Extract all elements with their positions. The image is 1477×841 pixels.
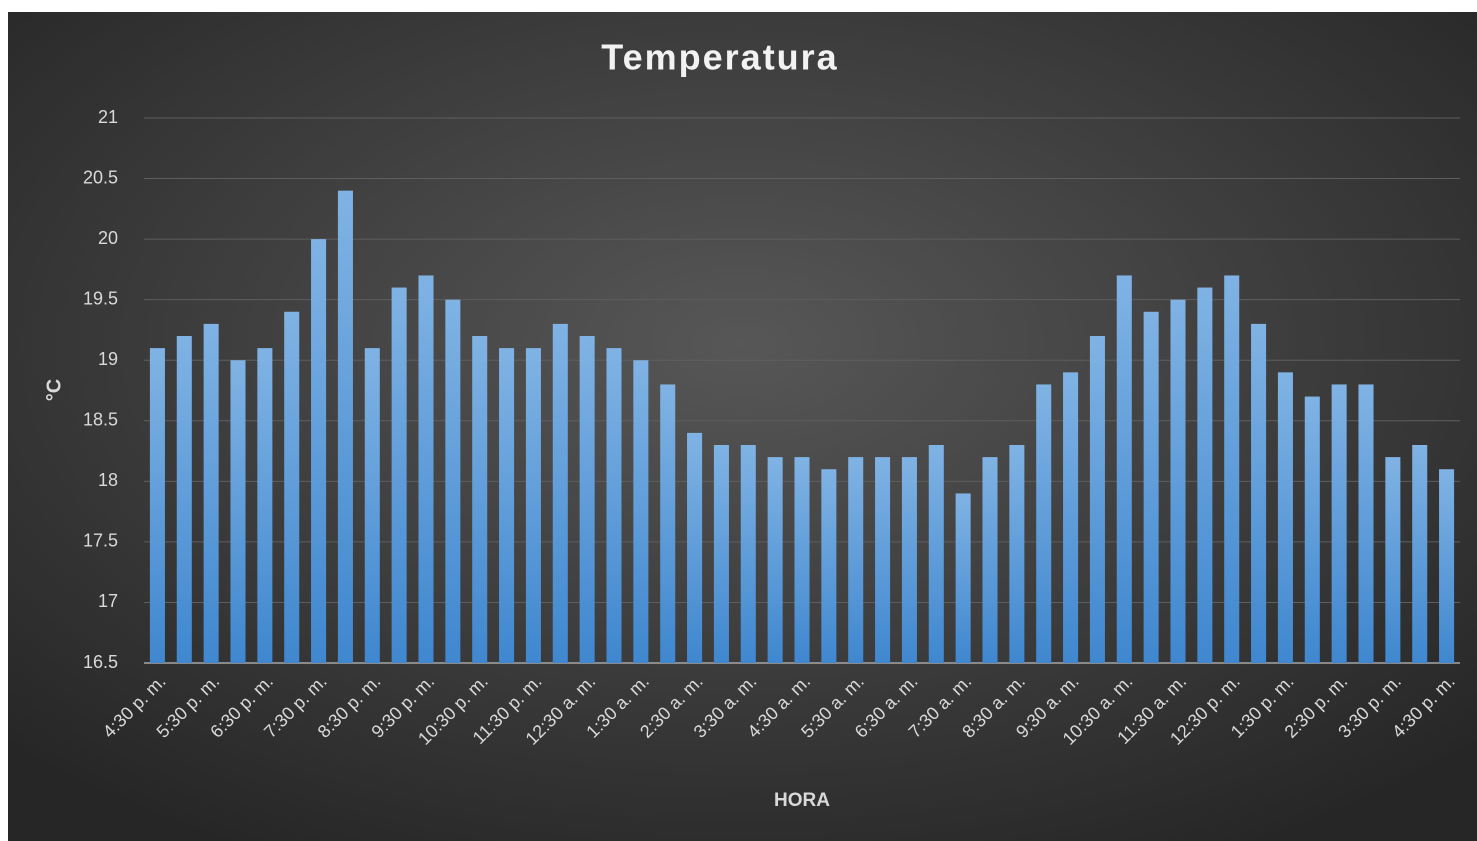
bar [794, 457, 810, 663]
bar [633, 360, 649, 663]
bar [1063, 372, 1079, 663]
bar [1224, 275, 1240, 663]
y-tick-label: 19.5 [83, 288, 118, 308]
bar [1089, 336, 1105, 663]
bar [284, 311, 300, 663]
y-tick-label: 21 [98, 107, 118, 127]
y-axis-label: °C [43, 379, 65, 401]
bar [552, 323, 568, 663]
bar [1358, 384, 1374, 663]
bar [687, 432, 703, 663]
bar [391, 287, 407, 663]
y-tick-label: 20.5 [83, 167, 118, 187]
bar [1009, 445, 1025, 663]
bar [982, 457, 998, 663]
y-tick-label: 16.5 [83, 652, 118, 672]
bar [1036, 384, 1052, 663]
bar [606, 348, 622, 663]
bar [1251, 323, 1267, 663]
bar [955, 493, 971, 663]
y-tick-label: 18.5 [83, 410, 118, 430]
bar [149, 348, 165, 663]
bar [364, 348, 380, 663]
bar [1116, 275, 1132, 663]
y-tick-label: 19 [98, 349, 118, 369]
bar [1439, 469, 1455, 663]
bar [472, 336, 488, 663]
bar [579, 336, 595, 663]
bar [1304, 396, 1320, 663]
bar [1385, 457, 1401, 663]
bar [337, 190, 353, 663]
bar [848, 457, 864, 663]
bar [1197, 287, 1213, 663]
bar [176, 336, 192, 663]
x-axis-label: HORA [774, 790, 830, 811]
chart-title: Temperatura [601, 37, 838, 78]
bar [1277, 372, 1293, 663]
y-tick-label: 18 [98, 470, 118, 490]
bar [418, 275, 434, 663]
y-tick-label: 20 [98, 228, 118, 248]
bar [821, 469, 837, 663]
y-tick-label: 17.5 [83, 531, 118, 551]
bar [499, 348, 515, 663]
bar [740, 445, 756, 663]
bar [1331, 384, 1347, 663]
bar [928, 445, 944, 663]
bar [660, 384, 676, 663]
bar [1170, 299, 1186, 663]
bar [1412, 445, 1428, 663]
bar [875, 457, 891, 663]
bar [203, 323, 219, 663]
bar [1143, 311, 1159, 663]
bar [230, 360, 246, 663]
bar [311, 239, 327, 663]
bar [713, 445, 729, 663]
bar [257, 348, 273, 663]
bar [767, 457, 783, 663]
bar [901, 457, 917, 663]
y-tick-label: 17 [98, 591, 118, 611]
bar [445, 299, 461, 663]
bar [525, 348, 541, 663]
